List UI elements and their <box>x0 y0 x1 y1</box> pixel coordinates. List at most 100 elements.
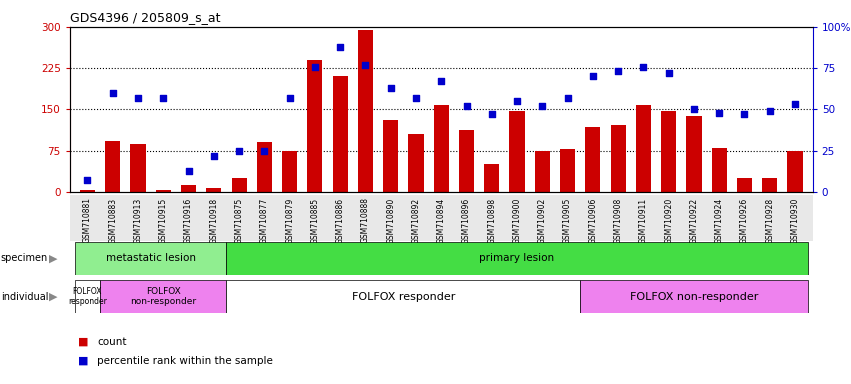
Text: individual: individual <box>1 291 49 302</box>
Point <box>131 95 145 101</box>
Bar <box>358 30 373 192</box>
Text: GSM710879: GSM710879 <box>285 197 294 243</box>
Bar <box>156 190 171 192</box>
Bar <box>307 60 323 192</box>
Point <box>637 63 650 70</box>
Text: GSM710896: GSM710896 <box>462 197 471 243</box>
Point <box>283 95 296 101</box>
Bar <box>333 76 348 192</box>
Bar <box>510 111 524 192</box>
Text: percentile rank within the sample: percentile rank within the sample <box>97 356 273 366</box>
Bar <box>636 105 651 192</box>
Bar <box>75 280 100 313</box>
Text: FOLFOX
responder: FOLFOX responder <box>68 287 107 306</box>
Point <box>434 78 448 84</box>
Text: GSM710890: GSM710890 <box>386 197 395 243</box>
Bar <box>75 242 226 275</box>
Text: FOLFOX responder: FOLFOX responder <box>351 291 455 302</box>
Point <box>763 108 777 114</box>
Point <box>738 111 751 118</box>
Text: GSM710928: GSM710928 <box>765 197 774 243</box>
Text: GSM710920: GSM710920 <box>664 197 673 243</box>
Text: GSM710877: GSM710877 <box>260 197 269 243</box>
Text: specimen: specimen <box>1 253 49 263</box>
Bar <box>383 121 398 192</box>
Point <box>258 148 271 154</box>
Bar <box>408 134 424 192</box>
Bar <box>226 242 808 275</box>
Bar <box>434 105 448 192</box>
Point <box>232 148 246 154</box>
Bar <box>231 178 247 192</box>
Bar <box>130 144 146 192</box>
Text: GSM710885: GSM710885 <box>311 197 319 243</box>
Text: GSM710892: GSM710892 <box>412 197 420 243</box>
Text: GSM710924: GSM710924 <box>715 197 723 243</box>
Point <box>157 95 170 101</box>
Text: GSM710883: GSM710883 <box>108 197 117 243</box>
Bar <box>282 151 297 192</box>
Text: GDS4396 / 205809_s_at: GDS4396 / 205809_s_at <box>70 12 220 25</box>
Point <box>409 95 423 101</box>
Text: ■: ■ <box>78 337 89 347</box>
Text: GSM710905: GSM710905 <box>563 197 572 244</box>
Text: FOLFOX non-responder: FOLFOX non-responder <box>630 291 758 302</box>
Bar <box>106 141 120 192</box>
Bar <box>687 116 701 192</box>
Point <box>207 152 220 159</box>
Text: FOLFOX
non-responder: FOLFOX non-responder <box>130 287 197 306</box>
Bar <box>580 280 808 313</box>
Text: GSM710915: GSM710915 <box>159 197 168 243</box>
Point <box>535 103 549 109</box>
Text: GSM710881: GSM710881 <box>83 197 92 243</box>
Point <box>308 63 322 70</box>
Text: GSM710886: GSM710886 <box>335 197 345 243</box>
Point <box>561 95 574 101</box>
Point <box>334 44 347 50</box>
Text: ■: ■ <box>78 356 89 366</box>
Text: metastatic lesion: metastatic lesion <box>106 253 196 263</box>
Text: GSM710888: GSM710888 <box>361 197 370 243</box>
Bar <box>100 280 226 313</box>
Point <box>662 70 676 76</box>
Point <box>687 106 700 113</box>
Bar <box>80 190 95 192</box>
Bar <box>585 127 601 192</box>
Bar <box>257 142 272 192</box>
Bar <box>459 130 474 192</box>
Text: GSM710908: GSM710908 <box>614 197 623 243</box>
Text: GSM710913: GSM710913 <box>134 197 142 243</box>
Point <box>611 68 625 74</box>
Point <box>511 98 524 104</box>
Point <box>81 177 94 184</box>
Point <box>460 103 473 109</box>
Point <box>788 101 802 108</box>
Text: GSM710918: GSM710918 <box>209 197 219 243</box>
Bar <box>484 164 500 192</box>
Bar <box>762 178 777 192</box>
Text: GSM710902: GSM710902 <box>538 197 547 243</box>
Text: GSM710900: GSM710900 <box>512 197 522 244</box>
Bar <box>661 111 677 192</box>
Text: primary lesion: primary lesion <box>479 253 555 263</box>
Text: GSM710906: GSM710906 <box>588 197 597 244</box>
Bar <box>534 151 550 192</box>
Bar <box>560 149 575 192</box>
Text: GSM710898: GSM710898 <box>488 197 496 243</box>
Text: GSM710926: GSM710926 <box>740 197 749 243</box>
Point <box>182 167 196 174</box>
Text: GSM710930: GSM710930 <box>791 197 800 244</box>
Bar <box>787 151 802 192</box>
Text: GSM710922: GSM710922 <box>689 197 699 243</box>
Text: count: count <box>97 337 127 347</box>
Text: ▶: ▶ <box>49 253 58 263</box>
Text: GSM710916: GSM710916 <box>184 197 193 243</box>
Point <box>106 90 119 96</box>
Text: GSM710875: GSM710875 <box>235 197 243 243</box>
Point <box>384 85 397 91</box>
Text: GSM710894: GSM710894 <box>437 197 446 243</box>
Bar <box>226 280 580 313</box>
Bar <box>610 125 625 192</box>
Bar <box>737 178 752 192</box>
Point <box>485 111 499 118</box>
